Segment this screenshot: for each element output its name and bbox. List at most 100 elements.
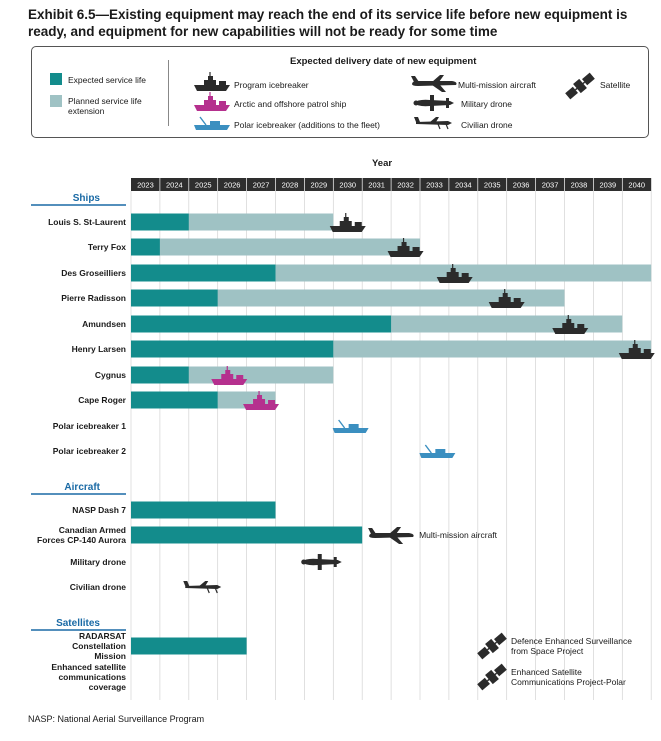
timeline-row: Civilian drone <box>70 581 222 594</box>
timeline-row: Henry Larsen <box>72 340 655 359</box>
timeline-row: RADARSAT Constellation Mission Defence Enha… <box>72 631 632 661</box>
year-tick-label: 2029 <box>311 181 328 190</box>
program-icebreaker-icon <box>387 238 424 257</box>
year-tick-label: 2037 <box>542 181 559 190</box>
legend-civilian-drone-icon <box>414 117 452 130</box>
row-label: NASP Dash 7 <box>72 505 126 515</box>
row-label: Polar icebreaker 2 <box>53 446 127 456</box>
program-icebreaker-icon <box>552 315 589 334</box>
row-label: Terry Fox <box>88 242 126 252</box>
row-label: Enhanced satellite communications coverage <box>51 662 126 692</box>
row-label: Canadian Armed Forces CP-140 Aurora <box>37 525 126 545</box>
year-tick-label: 2026 <box>224 181 241 190</box>
legend-polar-icebreaker-icon <box>194 116 230 130</box>
legend-label-patrol-ship: Arctic and offshore patrol ship <box>234 99 347 109</box>
satellite-icon <box>477 663 507 691</box>
year-tick-label: 2025 <box>195 181 212 190</box>
year-tick-label: 2027 <box>253 181 270 190</box>
year-tick-label: 2038 <box>571 181 588 190</box>
timeline-row: Louis S. St-Laurent <box>48 213 366 232</box>
row-label: Cygnus <box>95 370 126 380</box>
section-label: Aircraft <box>64 482 100 493</box>
legend-program-icebreaker-icon <box>194 72 230 91</box>
timeline-row: Enhanced satellite communications coverage… <box>51 662 626 692</box>
service-life-bar <box>131 501 276 519</box>
row-label: Civilian drone <box>70 582 126 592</box>
extension-bar <box>188 213 334 231</box>
year-tick-label: 2024 <box>166 181 183 190</box>
extension-bar <box>391 315 623 333</box>
year-tick-label: 2023 <box>137 181 154 190</box>
year-tick-label: 2031 <box>368 181 385 190</box>
legend-label-civilian-drone: Civilian drone <box>461 120 513 130</box>
row-label: Amundsen <box>82 319 126 329</box>
legend-label-multi-mission: Multi-mission aircraft <box>458 80 536 90</box>
legend-swatch-expected <box>50 73 62 85</box>
year-tick-label: 2035 <box>484 181 501 190</box>
legend-label-extension: Planned service life extension <box>68 96 142 116</box>
legend-label-expected: Expected service life <box>68 75 146 85</box>
legend-patrol-ship-icon <box>194 92 230 111</box>
satellite-annotation: Enhanced Satellite Communications Project… <box>511 667 626 687</box>
timeline-row: Pierre Radisson <box>61 289 565 308</box>
year-tick-label: 2036 <box>513 181 530 190</box>
year-tick-label: 2034 <box>455 181 472 190</box>
extension-bar <box>217 289 565 307</box>
polar-icebreaker-icon <box>419 444 456 458</box>
marker-annotation: Multi-mission aircraft <box>419 530 498 540</box>
timeline-row: Des Groseilliers <box>61 264 652 283</box>
legend-heading: Expected delivery date of new equipment <box>290 56 477 67</box>
multi-mission-aircraft-icon <box>368 527 414 544</box>
x-axis-title: Year <box>372 158 393 169</box>
year-tick-label: 2040 <box>628 181 645 190</box>
program-icebreaker-icon <box>436 264 473 283</box>
footnote: NASP: National Aerial Surveillance Progr… <box>28 714 205 724</box>
extension-bar <box>333 340 652 358</box>
military-drone-icon <box>301 554 342 570</box>
timeline-row: NASP Dash 7 <box>72 501 276 519</box>
legend-military-drone-icon <box>413 95 454 111</box>
service-life-bar <box>131 238 160 256</box>
row-label: Louis S. St-Laurent <box>48 217 126 227</box>
satellite-icon <box>477 632 507 660</box>
extension-bar <box>188 366 334 384</box>
patrol-ship-icon <box>243 391 280 410</box>
legend-swatch-extension <box>50 95 62 107</box>
year-tick-label: 2030 <box>339 181 356 190</box>
service-life-bar <box>131 637 247 655</box>
extension-bar <box>159 238 420 256</box>
chart-title: Exhibit 6.5—Existing equipment may reach… <box>28 7 628 39</box>
year-tick-label: 2032 <box>397 181 414 190</box>
legend-satellite-icon <box>565 72 595 100</box>
legend-label-military-drone: Military drone <box>461 99 513 109</box>
program-icebreaker-icon <box>329 213 366 232</box>
section-label: Satellites <box>56 618 100 629</box>
timeline-row: Terry Fox <box>88 238 424 257</box>
year-tick-label: 2028 <box>282 181 299 190</box>
service-life-bar <box>131 315 392 333</box>
timeline-row: Canadian Armed Forces CP-140 Aurora Multi-… <box>37 525 498 545</box>
year-tick-label: 2039 <box>600 181 617 190</box>
timeline-row: Polar icebreaker 1 <box>53 419 369 433</box>
service-life-bar <box>131 391 218 409</box>
patrol-ship-icon <box>211 366 248 385</box>
service-life-bar <box>131 526 363 544</box>
service-life-bar <box>131 340 334 358</box>
legend-divider <box>168 60 169 126</box>
timeline-row: Polar icebreaker 2 <box>53 444 456 458</box>
legend-multi-mission-aircraft-icon <box>411 75 457 92</box>
row-label: Des Groseilliers <box>61 268 126 278</box>
timeline-row: Cape Roger <box>78 391 280 410</box>
service-life-bar <box>131 289 218 307</box>
row-label: Henry Larsen <box>72 344 126 354</box>
satellite-annotation: Defence Enhanced Surveillance from Space … <box>511 636 632 656</box>
service-life-bar <box>131 213 189 231</box>
section-label: Ships <box>73 193 101 204</box>
row-label: Pierre Radisson <box>61 293 126 303</box>
row-label: Military drone <box>70 557 126 567</box>
legend <box>31 46 649 138</box>
row-label: Cape Roger <box>78 395 126 405</box>
timeline-row: Military drone <box>70 554 342 570</box>
polar-icebreaker-icon <box>332 419 369 433</box>
